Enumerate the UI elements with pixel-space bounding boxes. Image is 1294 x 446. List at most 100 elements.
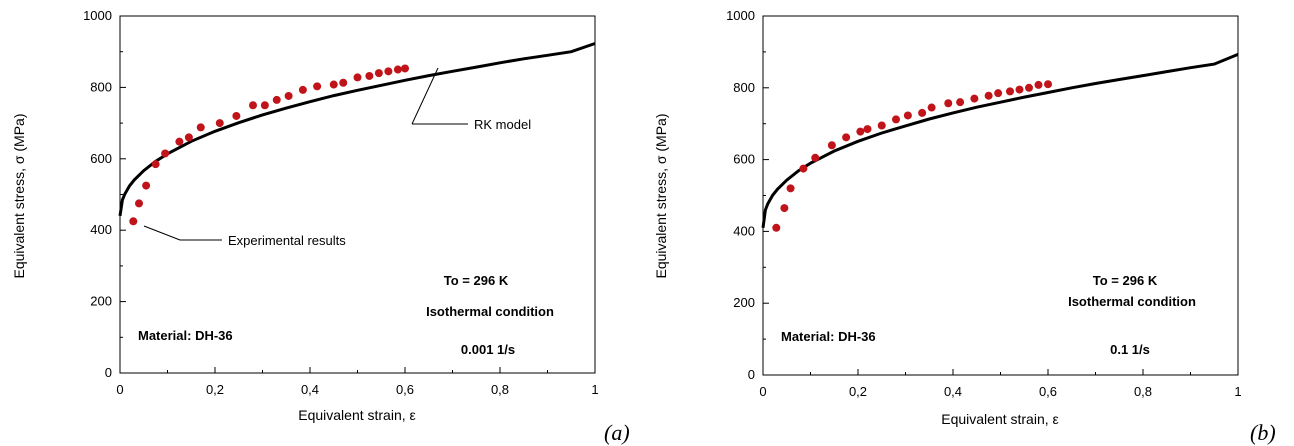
data-point: [339, 78, 348, 87]
x-axis-b: 0 0,2 0,4 0,6 0,8 1: [759, 369, 1242, 399]
data-point: [1015, 85, 1024, 94]
y-tick-label: 600: [90, 151, 112, 166]
x-tick-label: 1: [1234, 384, 1241, 399]
y-axis-title-b: Equivalent stress, σ (MPa): [653, 113, 669, 278]
data-point: [856, 127, 865, 136]
data-point: [284, 91, 293, 100]
y-tick-label: 800: [90, 79, 112, 94]
data-point: [365, 71, 374, 80]
data-point: [1044, 80, 1052, 89]
data-point: [401, 64, 409, 73]
plot-frame-a: [119, 15, 596, 374]
data-point: [196, 123, 205, 132]
data-point: [918, 108, 927, 117]
data-point: [863, 125, 872, 134]
x-tick-label: 1: [591, 382, 598, 397]
data-point: [799, 164, 808, 173]
x-tick-label: 0,8: [1134, 384, 1152, 399]
data-point: [272, 95, 281, 104]
chart-panel-b: 0 200 400 600 800 1000 0 0,2 0,4 0,6 0,8 1 To = 29…: [653, 8, 1276, 445]
data-point: [384, 67, 393, 76]
data-point: [313, 82, 322, 91]
rk-model-curve-a: [118, 42, 596, 217]
strain-rate-label-a: 0.001 1/s: [461, 342, 515, 357]
data-point: [927, 103, 936, 112]
data-point: [298, 85, 307, 94]
data-point: [984, 91, 993, 100]
x-tick-label: 0,6: [1039, 384, 1057, 399]
y-axis-b: 0 200 400 600 800 1000: [726, 8, 769, 382]
data-point: [811, 153, 820, 162]
data-point: [903, 111, 912, 120]
data-point: [877, 121, 886, 130]
x-tick-label: 0,8: [491, 382, 509, 397]
x-axis-title-b: Equivalent strain, ε: [941, 411, 1059, 427]
plot-frame-b: [762, 15, 1239, 376]
x-axis-title-a: Equivalent strain, ε: [298, 407, 416, 423]
experimental-leader-line: [143, 225, 181, 241]
data-point: [135, 199, 143, 208]
data-point: [184, 133, 193, 142]
data-point: [151, 160, 160, 169]
data-point: [944, 99, 953, 108]
data-point: [232, 111, 241, 120]
data-point: [249, 101, 257, 110]
data-point: [970, 94, 979, 103]
data-point: [353, 73, 362, 82]
data-point: [1006, 87, 1014, 96]
data-point: [772, 223, 781, 232]
experimental-points-b: [772, 80, 1052, 232]
data-point: [142, 181, 151, 190]
data-point: [892, 115, 900, 124]
condition-label-b: Isothermal condition: [1068, 294, 1196, 309]
x-tick-label: 0: [759, 384, 766, 399]
data-point: [161, 149, 170, 158]
y-axis-title-a: Equivalent stress, σ (MPa): [11, 113, 27, 278]
y-axis-a: 0 200 400 600 800 1000: [83, 8, 126, 380]
rk-model-label: RK model: [474, 117, 531, 132]
data-point: [329, 80, 338, 89]
data-point: [1025, 83, 1033, 92]
data-point: [780, 204, 789, 213]
panel-label-b: (b): [1250, 420, 1276, 445]
data-point: [374, 69, 383, 78]
x-tick-label: 0,4: [301, 382, 319, 397]
data-point: [260, 101, 269, 110]
x-axis-a: 0 0,2 0,4 0,6 0,8 1: [116, 367, 599, 397]
data-point: [1034, 80, 1043, 89]
material-label-b: Material: DH-36: [781, 329, 876, 344]
y-tick-label: 200: [90, 294, 112, 309]
data-point: [786, 184, 795, 193]
data-point: [215, 119, 224, 128]
y-tick-label: 1000: [726, 8, 755, 23]
data-point: [175, 137, 184, 146]
data-point: [994, 89, 1003, 98]
data-point: [842, 133, 851, 142]
rk-model-leader-line: [411, 67, 439, 125]
x-tick-label: 0: [116, 382, 123, 397]
data-point: [393, 65, 402, 74]
y-tick-label: 0: [748, 367, 755, 382]
strain-rate-label-b: 0.1 1/s: [1110, 342, 1150, 357]
data-point: [956, 98, 965, 107]
experimental-points-a: [129, 64, 409, 226]
y-tick-label: 400: [733, 223, 755, 238]
chart-panel-a: 0 200 400 600 800 1000 0 0,2 0,4 0,6 0,8 1 RK mode…: [11, 8, 630, 445]
y-tick-label: 1000: [83, 8, 112, 23]
data-point: [129, 217, 138, 226]
y-tick-label: 200: [733, 295, 755, 310]
y-tick-label: 600: [733, 152, 755, 167]
temperature-label-b: To = 296 K: [1093, 273, 1158, 288]
experimental-results-label: Experimental results: [228, 233, 346, 248]
rk-model-curve-b: [761, 53, 1239, 228]
condition-label-a: Isothermal condition: [426, 304, 554, 319]
temperature-label-a: To = 296 K: [444, 273, 509, 288]
x-tick-label: 0,2: [206, 382, 224, 397]
y-tick-label: 0: [105, 365, 112, 380]
x-tick-label: 0,2: [849, 384, 867, 399]
data-point: [827, 141, 836, 150]
x-tick-label: 0,4: [944, 384, 962, 399]
panel-label-a: (a): [604, 420, 630, 445]
x-tick-label: 0,6: [396, 382, 414, 397]
